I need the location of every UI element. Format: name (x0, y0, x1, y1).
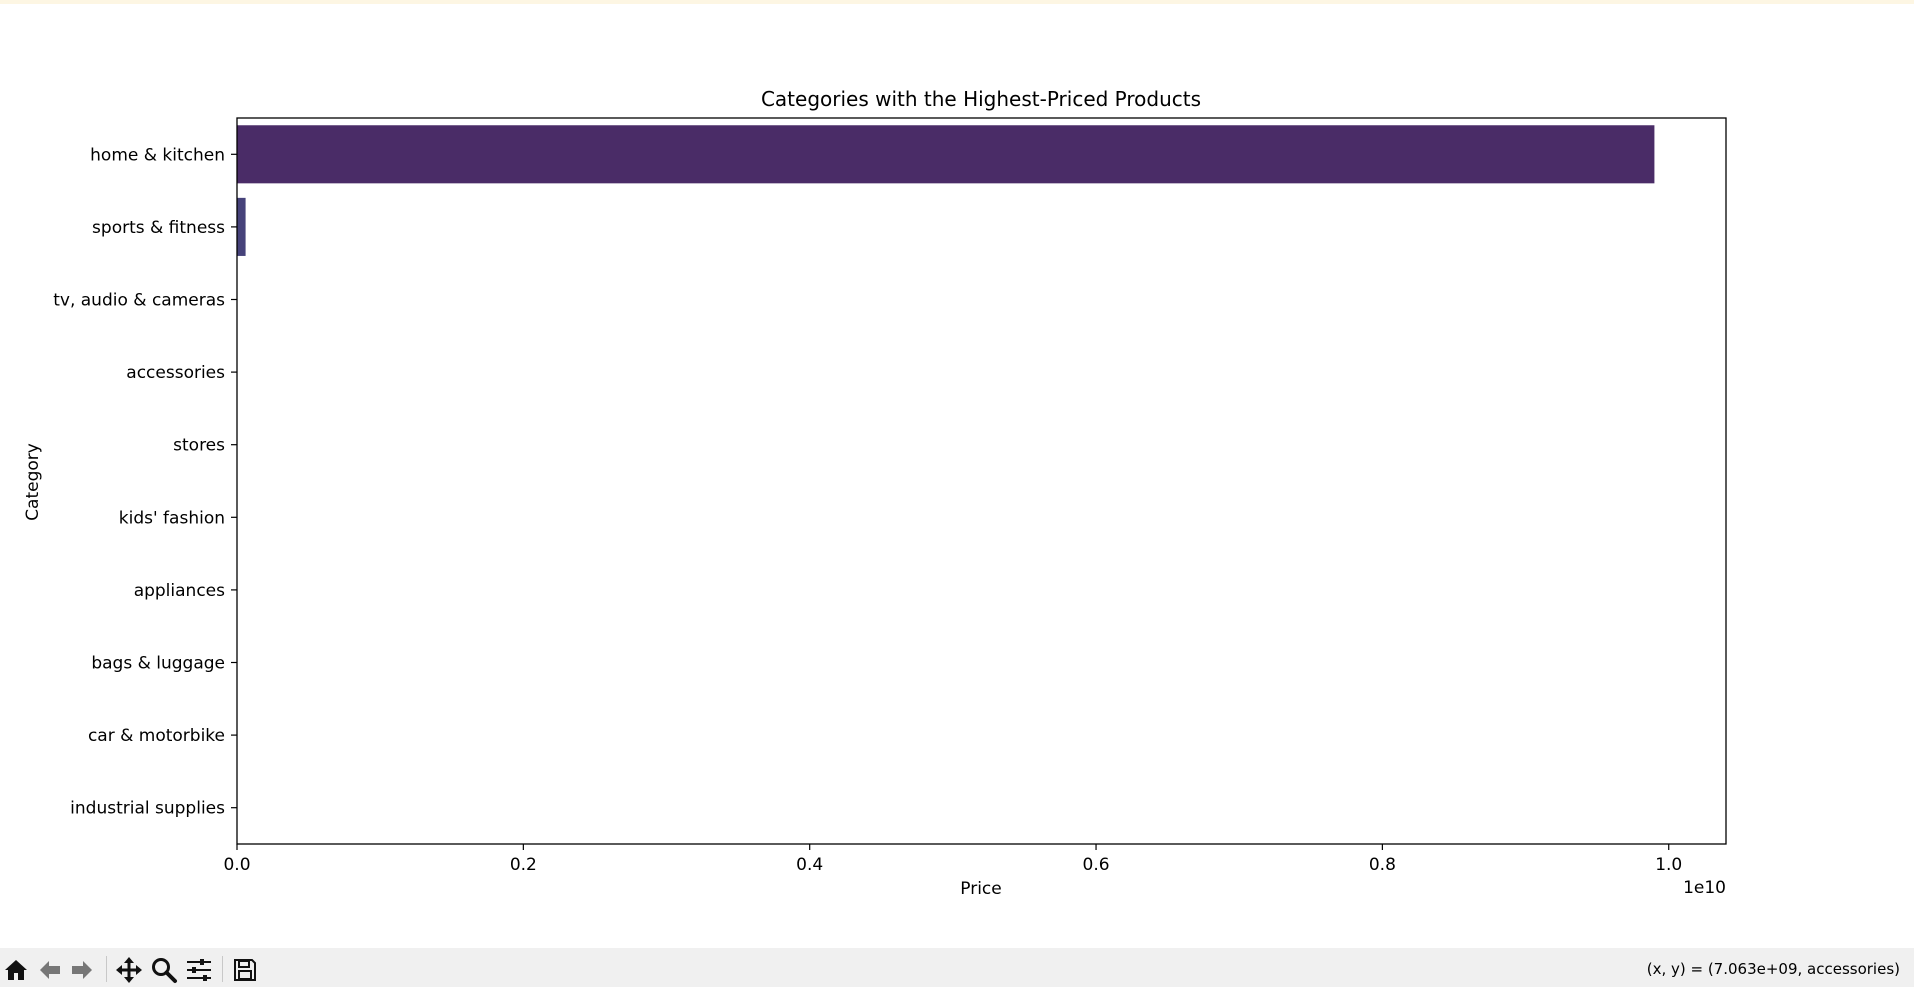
y-tick-label: industrial supplies (70, 799, 225, 819)
bar (237, 197, 246, 256)
back-icon (40, 961, 60, 979)
chart-title: Categories with the Highest-Priced Produ… (761, 87, 1201, 111)
forward-icon (72, 961, 92, 979)
save-icon (234, 959, 256, 981)
y-tick-label: tv, audio & cameras (53, 291, 225, 311)
configure-icon (187, 959, 211, 981)
back-button[interactable] (36, 956, 64, 984)
x-tick-label: 0.8 (1369, 855, 1396, 875)
bar (237, 125, 1655, 184)
axes-frame (236, 117, 1727, 845)
zoom-button[interactable] (150, 956, 178, 984)
bar-chart: Categories with the Highest-Priced Produ… (23, 87, 1727, 899)
x-tick-label: 1.0 (1655, 855, 1682, 875)
pan-icon (116, 957, 142, 983)
pan-button[interactable] (115, 956, 143, 984)
home-icon (5, 960, 27, 980)
y-tick-label: appliances (134, 581, 225, 601)
y-tick-label: home & kitchen (90, 145, 225, 165)
y-tick-label: stores (173, 436, 225, 456)
y-tick-label: kids' fashion (119, 508, 225, 528)
y-axis-label: Category (23, 443, 43, 521)
figure-canvas[interactable]: Categories with the Highest-Priced Produ… (0, 0, 1914, 948)
home-button[interactable] (2, 956, 30, 984)
x-tick-label: 0.6 (1083, 855, 1110, 875)
window-top-strip (0, 0, 1914, 4)
y-tick-label: accessories (126, 363, 225, 383)
coordinate-readout: (x, y) = (7.063e+09, accessories) (1646, 960, 1900, 978)
x-axis-label: Price (960, 879, 1001, 899)
zoom-icon (152, 958, 177, 983)
y-tick-label: car & motorbike (88, 726, 225, 746)
x-axis-offset-text: 1e10 (1683, 878, 1726, 898)
configure-subplots-button[interactable] (185, 956, 213, 984)
x-tick-label: 0.4 (796, 855, 823, 875)
y-tick-label: bags & luggage (91, 654, 225, 674)
forward-button[interactable] (68, 956, 96, 984)
x-tick-label: 0.0 (223, 855, 250, 875)
toolbar-separator (106, 956, 107, 982)
navigation-toolbar: (x, y) = (7.063e+09, accessories) (0, 948, 1914, 987)
toolbar-separator (222, 956, 223, 982)
save-button[interactable] (231, 956, 259, 984)
x-tick-label: 0.2 (510, 855, 537, 875)
y-tick-label: sports & fitness (92, 218, 225, 238)
